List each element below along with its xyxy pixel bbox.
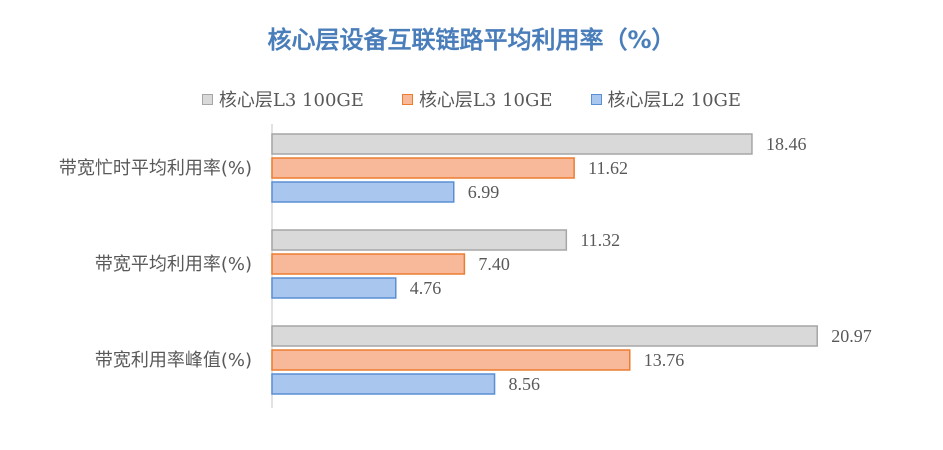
legend: 核心层L3 100GE 核心层L3 10GE 核心层L2 10GE: [0, 86, 943, 112]
category-label: 带宽平均利用率(%): [95, 254, 252, 275]
legend-swatch-l3-10ge: [401, 93, 413, 105]
bar: [271, 157, 575, 179]
legend-label-l3-10ge: 核心层L3 10GE: [418, 90, 553, 111]
data-label: 20.97: [831, 326, 872, 346]
data-label: 11.32: [580, 230, 620, 250]
data-label: 6.99: [468, 182, 500, 202]
legend-item-l3-10ge: 核心层L3 10GE: [401, 86, 553, 112]
data-label: 8.56: [509, 374, 541, 394]
legend-label-l3-100ge: 核心层L3 100GE: [218, 90, 364, 111]
legend-label-l2-10ge: 核心层L2 10GE: [607, 90, 742, 111]
data-label: 13.76: [644, 350, 685, 370]
bar: [271, 373, 496, 395]
legend-item-l3-100ge: 核心层L3 100GE: [201, 86, 364, 112]
data-label: 11.62: [588, 158, 628, 178]
bar: [271, 325, 818, 347]
bar: [271, 229, 568, 251]
legend-swatch-l2-10ge: [590, 93, 602, 105]
data-label: 4.76: [410, 278, 442, 298]
chart-title: 核心层设备互联链路平均利用率（%）: [267, 26, 676, 54]
category-label: 带宽忙时平均利用率(%): [59, 158, 252, 179]
data-label: 18.46: [766, 134, 807, 154]
category-label: 带宽利用率峰值(%): [95, 350, 252, 371]
data-label: 7.40: [478, 254, 510, 274]
bar: [271, 133, 753, 155]
bar: [271, 253, 466, 275]
legend-swatch-l3-100ge: [201, 93, 213, 105]
bar: [271, 181, 455, 203]
legend-item-l2-10ge: 核心层L2 10GE: [590, 86, 742, 112]
bar: [271, 349, 631, 371]
bar: [271, 277, 397, 299]
